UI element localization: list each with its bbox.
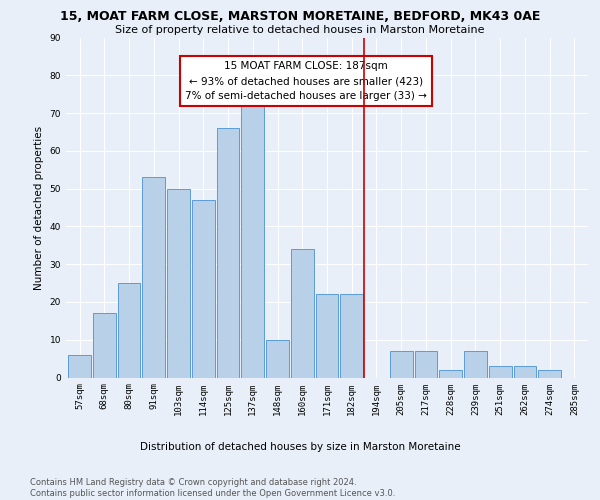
Y-axis label: Number of detached properties: Number of detached properties: [34, 126, 44, 290]
Text: 15, MOAT FARM CLOSE, MARSTON MORETAINE, BEDFORD, MK43 0AE: 15, MOAT FARM CLOSE, MARSTON MORETAINE, …: [60, 10, 540, 23]
Text: 15 MOAT FARM CLOSE: 187sqm
← 93% of detached houses are smaller (423)
7% of semi: 15 MOAT FARM CLOSE: 187sqm ← 93% of deta…: [185, 62, 427, 101]
Bar: [514, 366, 536, 378]
Text: Distribution of detached houses by size in Marston Moretaine: Distribution of detached houses by size …: [140, 442, 460, 452]
Bar: [489, 366, 512, 378]
Bar: [192, 200, 215, 378]
Bar: [415, 351, 437, 378]
Bar: [241, 90, 264, 378]
Bar: [93, 314, 116, 378]
Bar: [217, 128, 239, 378]
Bar: [118, 283, 140, 378]
Bar: [390, 351, 413, 378]
Bar: [68, 355, 91, 378]
Bar: [439, 370, 462, 378]
Bar: [167, 188, 190, 378]
Bar: [266, 340, 289, 378]
Bar: [464, 351, 487, 378]
Bar: [316, 294, 338, 378]
Bar: [340, 294, 363, 378]
Text: Size of property relative to detached houses in Marston Moretaine: Size of property relative to detached ho…: [115, 25, 485, 35]
Text: Contains HM Land Registry data © Crown copyright and database right 2024.
Contai: Contains HM Land Registry data © Crown c…: [30, 478, 395, 498]
Bar: [142, 178, 165, 378]
Bar: [538, 370, 561, 378]
Bar: [291, 249, 314, 378]
